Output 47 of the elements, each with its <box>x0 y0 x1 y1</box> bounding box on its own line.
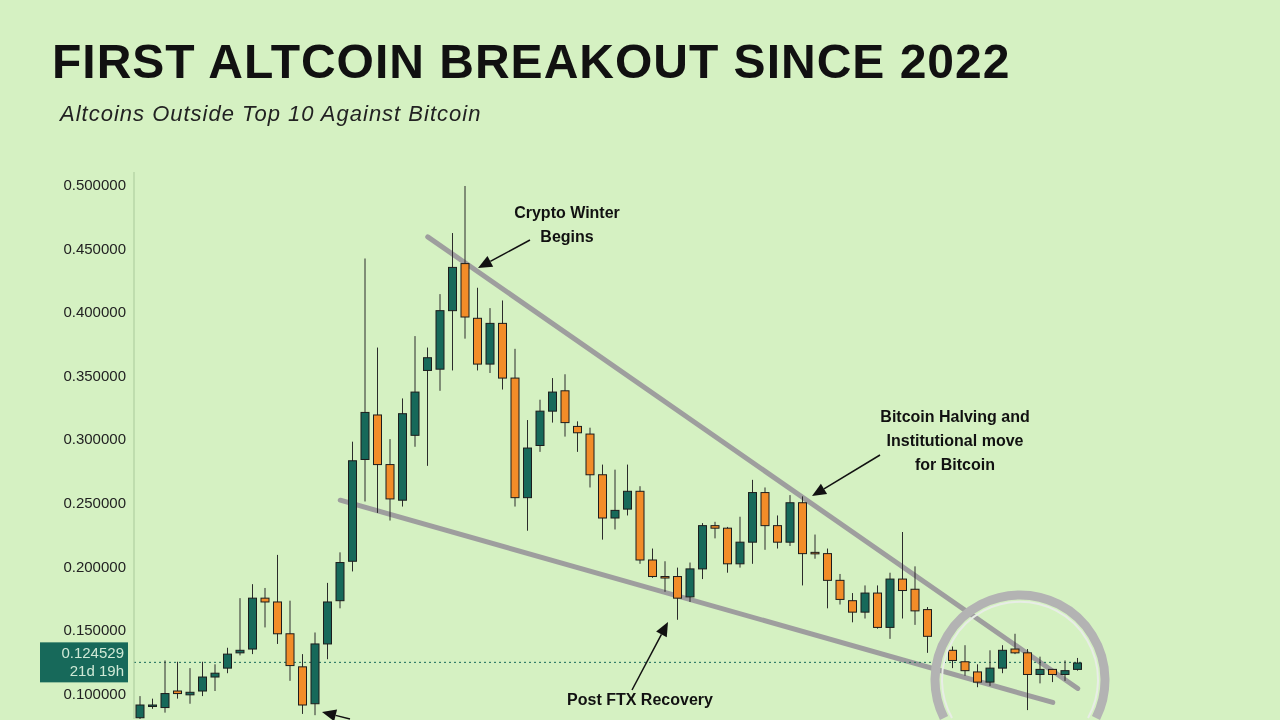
candlestick <box>848 592 857 623</box>
chart-title: FIRST ALTCOIN BREAKOUT SINCE 2022 <box>52 35 1011 88</box>
candlestick <box>735 516 745 569</box>
candlestick <box>1023 648 1032 711</box>
candlestick <box>573 420 582 453</box>
candlestick <box>960 644 970 677</box>
y-tick-label: 0.250000 <box>63 494 126 512</box>
candlestick <box>910 565 920 626</box>
annotation: Post FTX Recovery <box>566 690 714 710</box>
candlestick <box>235 597 245 656</box>
ref-line-label: 0.124529 21d 19h <box>61 644 124 680</box>
candlestick <box>835 573 845 606</box>
y-tick-label: 0.100000 <box>63 684 126 702</box>
y-tick-label: 0.350000 <box>63 366 126 384</box>
candlestick <box>710 521 720 539</box>
candlestick <box>898 531 907 619</box>
candlestick <box>985 649 995 687</box>
candlestick <box>648 548 657 579</box>
y-tick-label: 0.200000 <box>63 557 126 575</box>
candlestick <box>660 560 670 593</box>
chart-subtitle: Altcoins Outside Top 10 Against Bitcoin <box>60 101 482 127</box>
candlestick <box>623 464 632 516</box>
candlestick <box>860 584 870 619</box>
y-tick-label: 0.450000 <box>63 239 126 257</box>
candlestick <box>548 377 557 424</box>
candlestick <box>423 347 432 467</box>
candlestick <box>810 534 820 560</box>
candlestick <box>173 661 182 700</box>
y-tick-label: 0.300000 <box>63 430 126 448</box>
candlestick <box>973 663 982 688</box>
y-tick-label: 0.500000 <box>63 176 126 194</box>
candlestick <box>998 644 1007 674</box>
candlestick <box>185 667 195 705</box>
candlestick <box>160 659 170 714</box>
y-tick-label: 0.150000 <box>63 621 126 639</box>
candlestick <box>1060 659 1070 682</box>
annotation: Crypto Winter Begins <box>513 203 621 247</box>
annotation: Bitcoin Halving and Institutional move for Bitcoin <box>879 407 1031 475</box>
candlestick <box>610 469 620 530</box>
candlestick <box>135 695 145 719</box>
candlestick <box>773 514 782 550</box>
candlestick <box>223 647 232 674</box>
y-tick-label: 0.400000 <box>63 303 126 321</box>
candlestick <box>948 645 957 669</box>
candlestick <box>673 567 682 621</box>
candlestick <box>260 587 270 628</box>
candlestick <box>1035 656 1045 684</box>
